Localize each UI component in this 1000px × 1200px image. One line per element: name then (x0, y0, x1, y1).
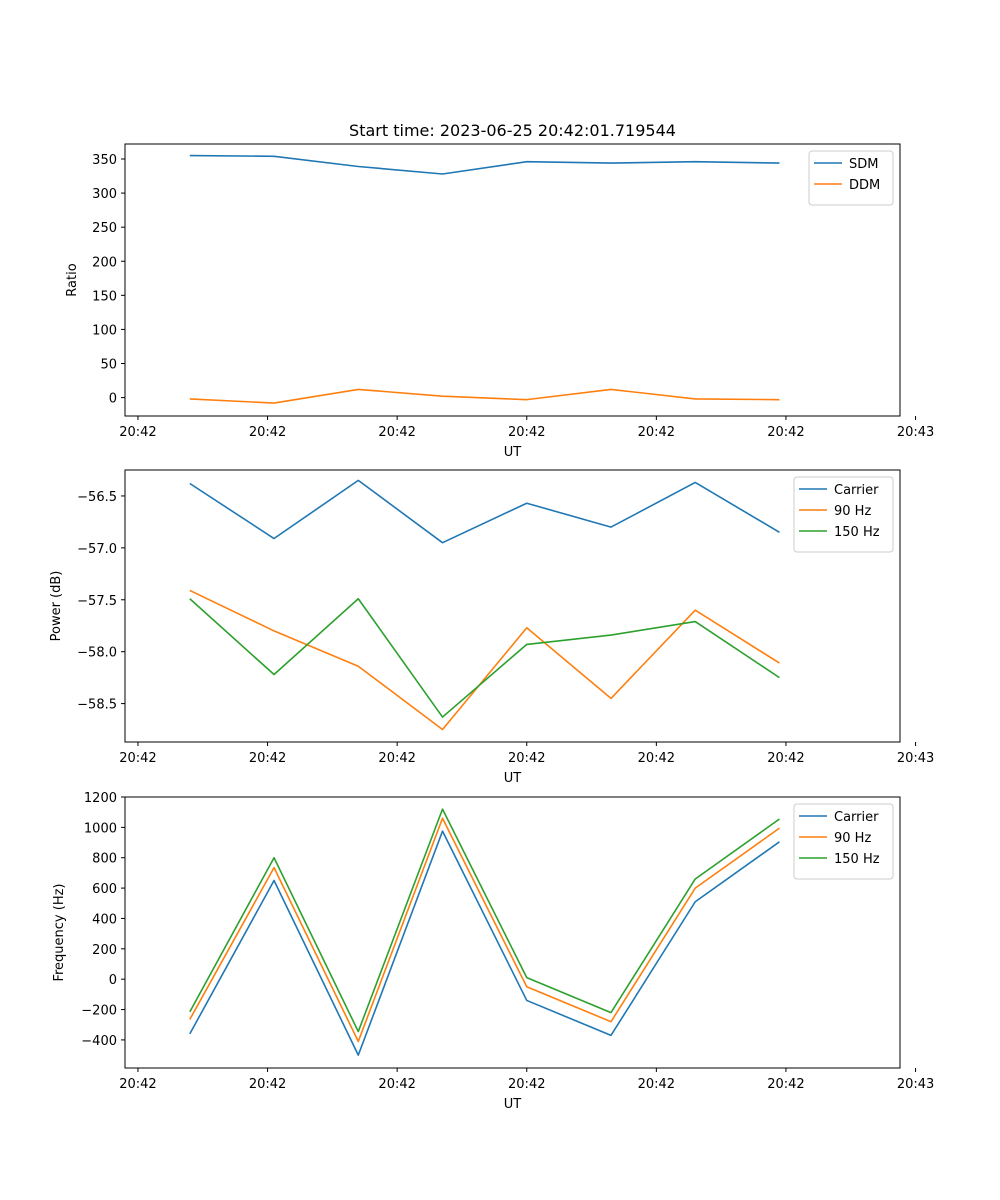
legend-label: 90 Hz (834, 831, 871, 846)
y-tick-label: 400 (92, 912, 117, 927)
y-tick-label: 150 (92, 289, 117, 304)
subplot-3: 20:42 20:42 20:42 20:42 20:42 20:42 20:43 −400 −… (52, 791, 934, 1112)
x-tick-label: 20:42 (508, 425, 545, 440)
y-tick-label: 50 (100, 358, 117, 373)
legend: Carrier 90 Hz 150 Hz (793, 803, 894, 880)
y-tick-label: 0 (109, 392, 117, 407)
y-tick-label: −58.0 (77, 646, 117, 661)
y-tick-label: 100 (92, 323, 117, 338)
x-tick-label: 20:42 (638, 425, 675, 440)
y-tick-label: 350 (92, 153, 117, 168)
series-line-ddm (189, 388, 780, 404)
legend: Carrier 90 Hz 150 Hz (793, 476, 894, 553)
series-line-carrier (189, 479, 780, 544)
x-tick-label: 20:42 (638, 751, 675, 766)
y-tick-label: −56.5 (77, 490, 117, 505)
y-tick-label: −58.5 (77, 698, 117, 713)
axes-frame (124, 469, 901, 743)
y-tick-label: 300 (92, 187, 117, 202)
series-line-carrier (189, 830, 780, 1056)
series-line-150-hz (189, 808, 780, 1033)
x-tick-label: 20:43 (897, 425, 934, 440)
series-line-150-hz (189, 597, 780, 718)
series-line-90-hz (189, 817, 780, 1043)
x-tick-label: 20:42 (119, 1077, 156, 1092)
x-tick-label: 20:42 (249, 1077, 286, 1092)
x-tick-label: 20:42 (638, 1077, 675, 1092)
series-line-sdm (189, 154, 780, 175)
y-tick-label: 0 (109, 973, 117, 988)
series-line-90-hz (189, 589, 780, 731)
x-tick-label: 20:42 (249, 751, 286, 766)
legend-label: Carrier (834, 810, 879, 825)
y-tick-label: 200 (92, 255, 117, 270)
x-tick-label: 20:42 (508, 1077, 545, 1092)
y-tick-label: 200 (92, 943, 117, 958)
x-tick-label: 20:42 (378, 751, 415, 766)
legend-label: DDM (849, 178, 880, 193)
legend-frame (793, 803, 894, 880)
x-tick-label: 20:42 (378, 1077, 415, 1092)
legend-label: Carrier (834, 483, 879, 498)
axes-frame (124, 796, 901, 1069)
x-tick-label: 20:42 (767, 1077, 804, 1092)
legend-frame (808, 150, 894, 206)
legend: SDM DDM (808, 150, 894, 206)
legend-label: SDM (849, 157, 878, 172)
y-axis-label: Power (dB) (49, 571, 64, 642)
x-tick-label: 20:42 (767, 425, 804, 440)
x-tick-label: 20:42 (119, 751, 156, 766)
x-tick-label: 20:42 (249, 425, 286, 440)
chart-title: Start time: 2023-06-25 20:42:01.719544 (349, 121, 676, 140)
subplot-1: 20:42 20:42 20:42 20:42 20:42 20:42 20:43 0 50 10… (65, 143, 934, 460)
x-tick-label: 20:42 (378, 425, 415, 440)
x-tick-label: 20:42 (767, 751, 804, 766)
x-tick-label: 20:42 (508, 751, 545, 766)
x-tick-label: 20:43 (897, 751, 934, 766)
y-tick-label: 250 (92, 221, 117, 236)
y-tick-label: −57.0 (77, 542, 117, 557)
y-tick-label: 800 (92, 852, 117, 867)
legend-label: 150 Hz (834, 852, 880, 867)
y-axis-label: Ratio (65, 263, 80, 296)
y-tick-label: 1000 (84, 821, 117, 836)
subplot-2: 20:42 20:42 20:42 20:42 20:42 20:42 20:43 −58.5… (49, 469, 934, 786)
x-axis-label: UT (504, 445, 522, 460)
y-tick-label: 1200 (84, 791, 117, 806)
x-axis-label: UT (504, 1097, 522, 1112)
y-tick-label: 600 (92, 882, 117, 897)
y-tick-label: −200 (81, 1004, 117, 1019)
legend-label: 90 Hz (834, 504, 871, 519)
x-axis-label: UT (504, 771, 522, 786)
legend-frame (793, 476, 894, 553)
y-axis-label: Frequency (Hz) (52, 883, 67, 981)
y-tick-label: −57.5 (77, 594, 117, 609)
legend-label: 150 Hz (834, 525, 880, 540)
x-tick-label: 20:43 (897, 1077, 934, 1092)
y-tick-label: −400 (81, 1034, 117, 1049)
x-tick-label: 20:42 (119, 425, 156, 440)
axes-frame (124, 143, 901, 417)
